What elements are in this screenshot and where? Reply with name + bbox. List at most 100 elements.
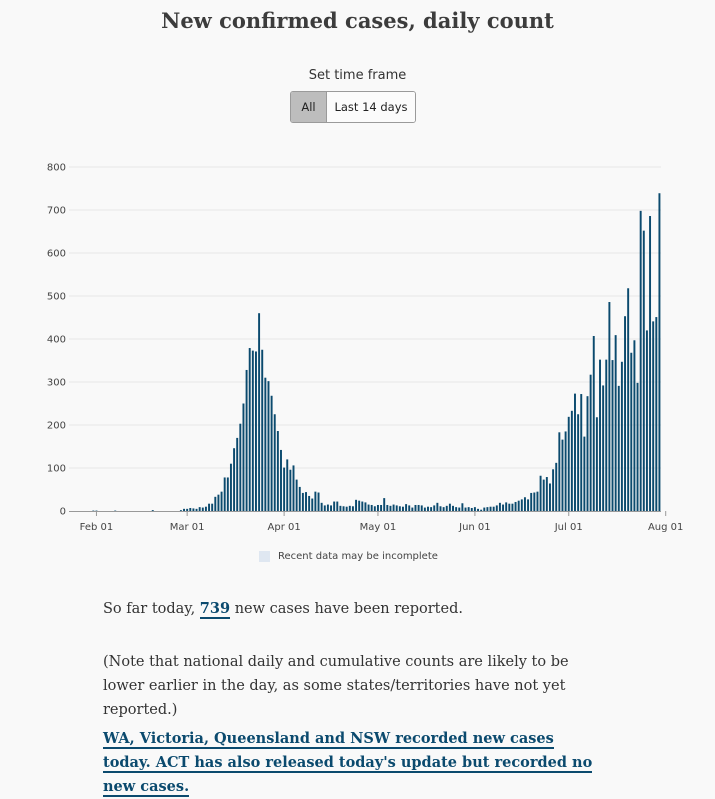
bar xyxy=(449,504,451,511)
bar xyxy=(511,504,513,511)
bar xyxy=(230,464,232,511)
bar xyxy=(593,336,595,511)
y-tick-label: 700 xyxy=(47,206,66,217)
bar xyxy=(549,483,551,511)
bar xyxy=(558,432,560,511)
bar xyxy=(361,502,363,511)
time-frame-all-button[interactable]: All xyxy=(291,92,327,122)
today-summary: So far today, 739 new cases have been re… xyxy=(103,597,603,621)
bar xyxy=(637,383,639,511)
bar xyxy=(408,505,410,511)
bar xyxy=(555,463,557,511)
bar xyxy=(521,499,523,511)
bar xyxy=(643,231,645,511)
y-tick-label: 500 xyxy=(47,292,66,303)
bar xyxy=(330,505,332,511)
bar xyxy=(296,480,298,511)
incomplete-data-label: Recent data may be incomplete xyxy=(278,551,438,562)
bar xyxy=(477,509,479,511)
bar xyxy=(461,503,463,511)
bar xyxy=(333,502,335,511)
bar xyxy=(180,510,182,511)
bar xyxy=(258,313,260,511)
bar xyxy=(321,503,323,511)
time-frame-last-14-days-button[interactable]: Last 14 days xyxy=(327,92,415,122)
bar xyxy=(458,508,460,511)
bar xyxy=(389,506,391,511)
bar xyxy=(261,350,263,511)
y-tick-label: 600 xyxy=(47,249,66,260)
bar xyxy=(502,505,504,511)
bar xyxy=(612,360,614,511)
bar xyxy=(421,505,423,511)
y-tick-label: 300 xyxy=(47,378,66,389)
states-update-link[interactable]: WA, Victoria, Queensland and NSW recorde… xyxy=(103,730,592,797)
bar xyxy=(652,321,654,511)
bar xyxy=(211,504,213,511)
summary-prefix: So far today, xyxy=(103,601,195,617)
bar xyxy=(274,414,276,511)
bar xyxy=(383,498,385,511)
bar xyxy=(618,386,620,511)
bar xyxy=(377,505,379,511)
bar xyxy=(546,477,548,511)
bar xyxy=(452,506,454,511)
bar xyxy=(264,378,266,511)
bar xyxy=(493,507,495,511)
bar xyxy=(580,394,582,511)
bar xyxy=(402,507,404,511)
bar xyxy=(293,465,295,511)
bar xyxy=(530,493,532,511)
bar xyxy=(621,362,623,511)
bar xyxy=(465,508,467,511)
bar xyxy=(499,503,501,511)
bar xyxy=(543,480,545,511)
bar xyxy=(562,440,564,511)
bar xyxy=(496,505,498,511)
x-tick-label: Mar 01 xyxy=(170,522,205,533)
bar xyxy=(527,499,529,511)
bar xyxy=(358,501,360,511)
bar xyxy=(440,506,442,511)
bar xyxy=(474,507,476,511)
bar xyxy=(486,507,488,511)
x-tick-label: Jul 01 xyxy=(554,522,583,533)
bar xyxy=(577,414,579,511)
bar xyxy=(214,497,216,511)
bar xyxy=(252,351,254,511)
bar xyxy=(536,492,538,511)
bar xyxy=(608,302,610,511)
bar xyxy=(658,193,660,511)
reporting-note: (Note that national daily and cumulative… xyxy=(103,650,603,722)
bar xyxy=(255,351,257,511)
bar xyxy=(299,487,301,511)
bar xyxy=(646,330,648,511)
time-frame-label: Set time frame xyxy=(0,68,715,83)
bar xyxy=(552,469,554,511)
bar xyxy=(311,499,313,511)
bar xyxy=(283,468,285,511)
bar xyxy=(268,381,270,511)
bar xyxy=(436,503,438,511)
bar xyxy=(246,370,248,511)
bar xyxy=(192,508,194,511)
bar xyxy=(339,506,341,511)
bar xyxy=(605,360,607,511)
bar xyxy=(314,492,316,511)
states-update-paragraph: WA, Victoria, Queensland and NSW recorde… xyxy=(103,727,603,799)
bar xyxy=(371,505,373,511)
today-count-link[interactable]: 739 xyxy=(200,600,230,619)
y-tick-label: 800 xyxy=(47,163,66,174)
x-tick-label: May 01 xyxy=(360,522,397,533)
bar xyxy=(508,504,510,511)
bar xyxy=(483,508,485,511)
bar xyxy=(346,507,348,511)
bar xyxy=(568,417,570,511)
bar xyxy=(446,506,448,511)
bar xyxy=(227,477,229,511)
y-tick-label: 200 xyxy=(47,421,66,432)
bar xyxy=(221,492,223,511)
bar xyxy=(427,507,429,511)
bar xyxy=(565,431,567,511)
bar xyxy=(305,492,307,511)
